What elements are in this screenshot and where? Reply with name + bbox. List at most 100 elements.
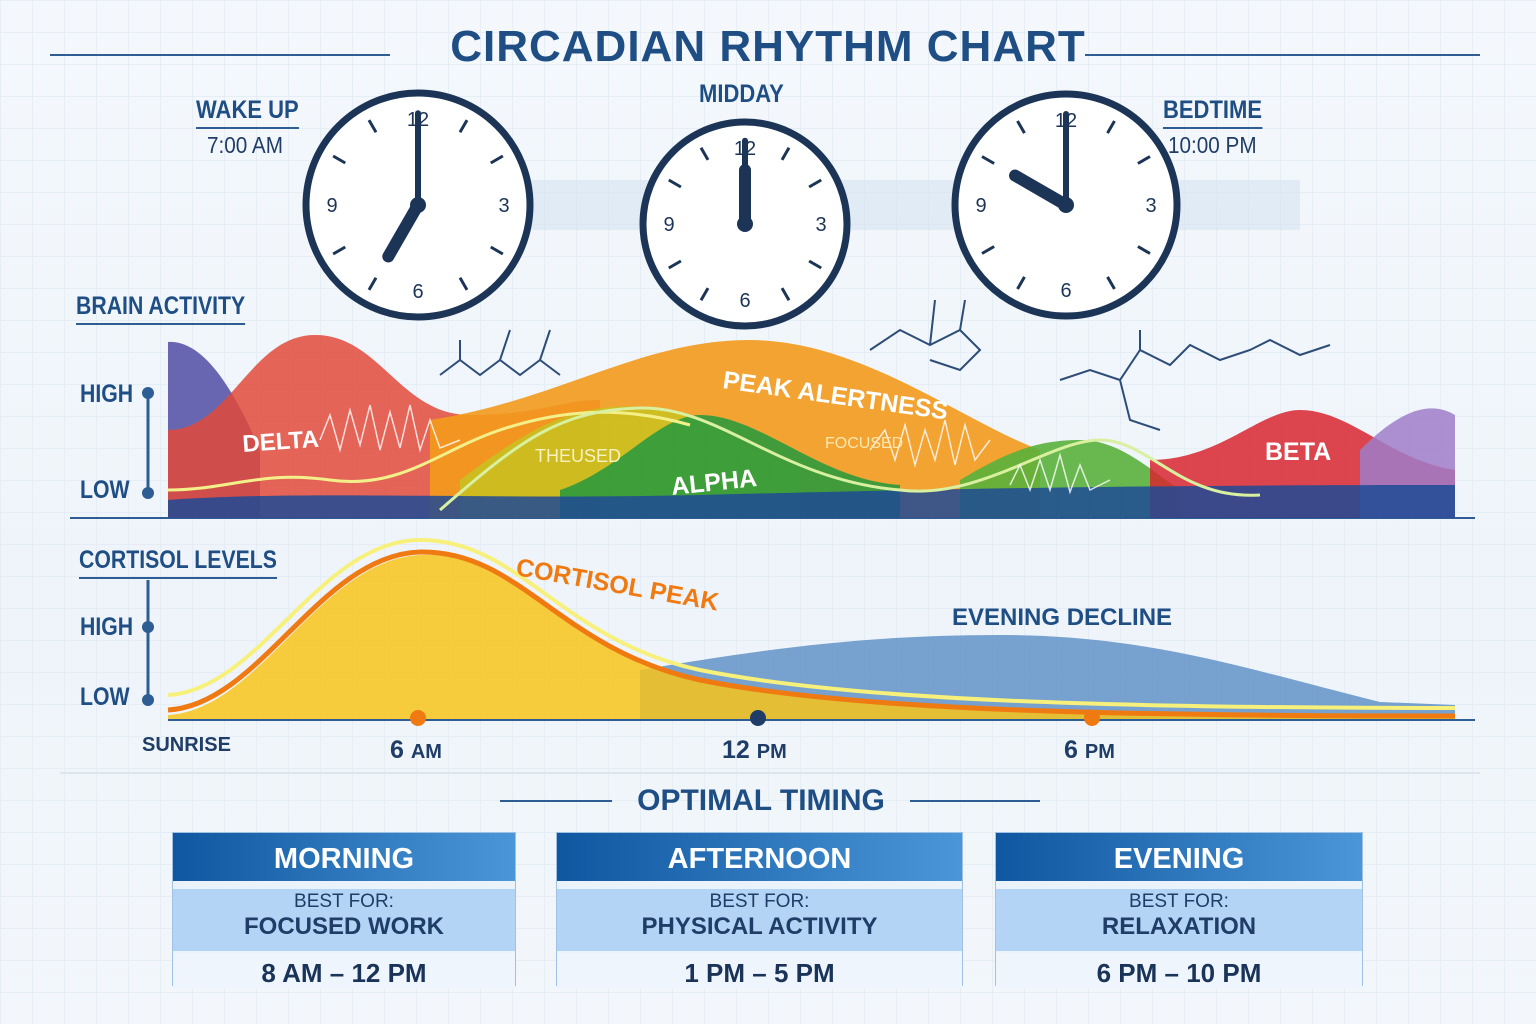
clock-tick bbox=[367, 119, 378, 134]
hour-hand bbox=[1009, 169, 1072, 211]
brain-low-label: LOW bbox=[80, 476, 130, 504]
clock-numeral: 3 bbox=[815, 214, 826, 236]
clock-center bbox=[1058, 197, 1074, 213]
green-spikes bbox=[1009, 452, 1111, 495]
blue-base-wave bbox=[168, 485, 1455, 518]
clock-tick bbox=[780, 147, 791, 161]
clock-bedtime: 12369 bbox=[951, 90, 1181, 320]
tick-6am: 6 AM bbox=[390, 736, 442, 765]
wake-up-time: 7:00 AM bbox=[207, 132, 283, 158]
clock-tick bbox=[1016, 120, 1026, 134]
clock-tick bbox=[332, 245, 347, 256]
beta-annotation: BETA bbox=[1265, 438, 1331, 466]
theused-annotation: THEUSED bbox=[535, 446, 621, 466]
cortisol-glow-line bbox=[167, 537, 1456, 710]
clock-tick bbox=[780, 287, 791, 301]
best-for-label: BEST FOR: bbox=[294, 891, 394, 912]
tick-6pm-unit: PM bbox=[1084, 741, 1115, 763]
cortisol-high-dot bbox=[142, 621, 154, 633]
clock-numeral: 9 bbox=[975, 195, 986, 217]
clock-numeral: 6 bbox=[1060, 280, 1071, 302]
clock-tick bbox=[808, 178, 822, 189]
bedtime-label: BEDTIME bbox=[1163, 96, 1262, 129]
timing-rule-left bbox=[500, 800, 612, 802]
tick-dot-12pm bbox=[750, 710, 766, 726]
clock-tick bbox=[808, 259, 822, 270]
card-period: AFTERNOON bbox=[557, 833, 962, 881]
title-rule-left bbox=[50, 54, 390, 56]
clock-tick bbox=[1106, 276, 1116, 290]
clock-center bbox=[737, 216, 753, 232]
best-for-activity: FOCUSED WORK bbox=[244, 913, 444, 940]
best-for-activity: RELAXATION bbox=[1101, 913, 1257, 940]
cortisol-high-label: HIGH bbox=[80, 613, 134, 641]
clock-tick bbox=[332, 154, 347, 165]
brain-high-dot bbox=[142, 387, 154, 399]
optimal-timing-title: OPTIMAL TIMING bbox=[637, 784, 885, 817]
clock-tick bbox=[699, 147, 710, 161]
card-best-for: BEST FOR: RELAXATION bbox=[996, 889, 1362, 951]
cortisol-line bbox=[167, 549, 1456, 719]
clock-tick bbox=[489, 154, 504, 165]
card-evening: EVENING BEST FOR: RELAXATION 6 PM – 10 PM bbox=[995, 832, 1363, 989]
clocks-layer: 12369 12369 12369 bbox=[302, 89, 1300, 330]
clock-tick bbox=[668, 178, 682, 189]
clock-tick bbox=[458, 276, 469, 291]
focus-spikes bbox=[869, 419, 991, 468]
cortisol-chart: CORTISOL PEAK EVENING DECLINE bbox=[142, 537, 1475, 726]
tick-dot-6am bbox=[410, 710, 426, 726]
brain-activity-label: BRAIN ACTIVITY bbox=[76, 292, 246, 325]
clock-tick bbox=[1137, 155, 1151, 165]
card-time-range: 6 PM – 10 PM bbox=[996, 953, 1362, 989]
midday-label: MIDDAY bbox=[699, 80, 784, 108]
best-for-activity: PHYSICAL ACTIVITY bbox=[641, 913, 878, 940]
cortisol-low-label: LOW bbox=[80, 683, 130, 711]
bedtime-time: 10:00 PM bbox=[1168, 132, 1257, 158]
clock-tick bbox=[668, 259, 682, 270]
clock-tick bbox=[1016, 276, 1026, 290]
clock-numeral: 9 bbox=[663, 214, 674, 236]
section-divider bbox=[60, 772, 1480, 774]
clock-tick bbox=[699, 287, 710, 301]
brain-low-dot bbox=[142, 487, 154, 499]
evening-decline-annotation: EVENING DECLINE bbox=[952, 604, 1172, 631]
clock-numeral: 6 bbox=[412, 281, 423, 303]
tick-12pm-num: 12 bbox=[722, 736, 750, 764]
brain-high-label: HIGH bbox=[80, 380, 134, 408]
molecule-icon bbox=[439, 300, 1331, 431]
tick-6am-num: 6 bbox=[390, 736, 404, 764]
tick-6pm: 6 PM bbox=[1064, 736, 1115, 765]
clock-tick bbox=[1137, 245, 1151, 255]
best-for-label: BEST FOR: bbox=[1129, 891, 1229, 912]
clock-center bbox=[410, 197, 426, 213]
hour-hand bbox=[382, 199, 424, 263]
card-morning: MORNING BEST FOR: FOCUSED WORK 8 AM – 12 … bbox=[172, 832, 516, 989]
clock-tick bbox=[1106, 120, 1116, 134]
tick-dot-6pm bbox=[1084, 710, 1100, 726]
tick-6pm-num: 6 bbox=[1064, 736, 1078, 764]
cortisol-label: CORTISOL LEVELS bbox=[79, 546, 277, 579]
clock-numeral: 6 bbox=[739, 290, 750, 312]
clock-numeral: 3 bbox=[1145, 195, 1156, 217]
tick-12pm-unit: PM bbox=[756, 741, 787, 763]
clock-midday: 12369 bbox=[639, 118, 851, 330]
best-for-label: BEST FOR: bbox=[709, 891, 810, 912]
tick-6am-unit: AM bbox=[410, 741, 442, 763]
clock-numeral: 9 bbox=[326, 195, 337, 217]
clock-numeral: 3 bbox=[498, 195, 509, 217]
timing-rule-right bbox=[910, 800, 1040, 802]
sunrise-label: SUNRISE bbox=[142, 734, 231, 756]
cortisol-area bbox=[168, 554, 1455, 720]
card-best-for: BEST FOR: FOCUSED WORK bbox=[173, 889, 515, 951]
card-time-range: 1 PM – 5 PM bbox=[557, 953, 962, 989]
clock-tick bbox=[458, 119, 469, 134]
clock-tick bbox=[367, 276, 378, 291]
focused-annotation: FOCUSED bbox=[825, 435, 903, 452]
title-rule-right bbox=[1085, 54, 1480, 56]
card-period: EVENING bbox=[996, 833, 1362, 881]
card-time-range: 8 AM – 12 PM bbox=[173, 953, 515, 989]
clock-tick bbox=[489, 245, 504, 256]
card-afternoon: AFTERNOON BEST FOR: PHYSICAL ACTIVITY 1 P… bbox=[556, 832, 963, 989]
delta-annotation: DELTA bbox=[242, 426, 320, 458]
tick-12pm: 12 PM bbox=[722, 736, 787, 765]
